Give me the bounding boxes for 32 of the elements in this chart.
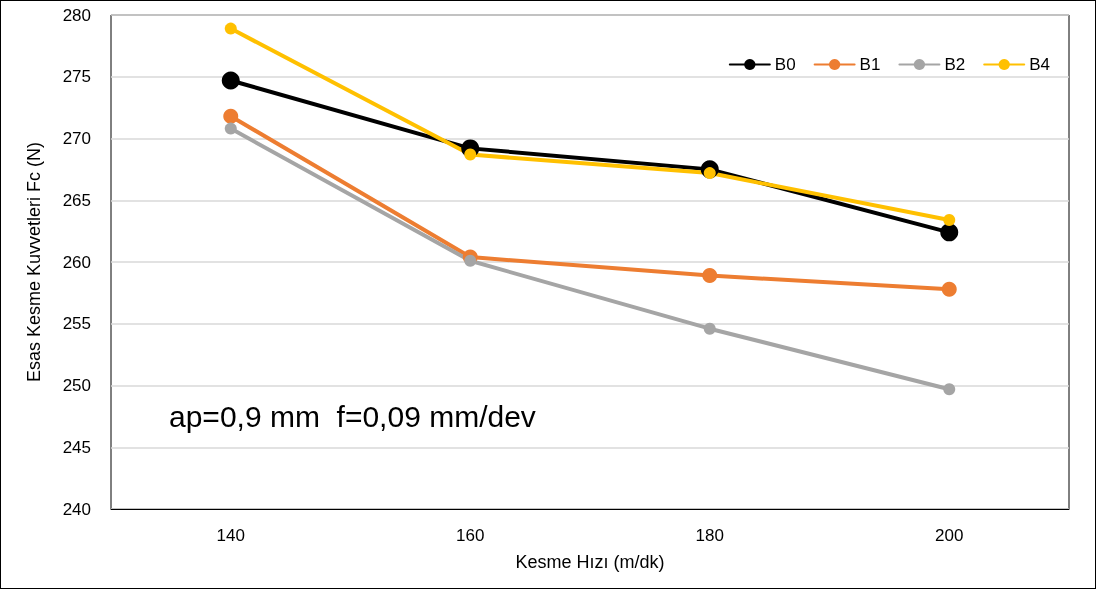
annotation: ap=0,9 mm f=0,09 mm/dev — [169, 399, 536, 433]
x-tick-label: 140 — [216, 526, 245, 545]
y-tick-label: 255 — [62, 314, 91, 334]
x-tick-label: 200 — [935, 526, 964, 545]
y-tick-label: 250 — [62, 376, 91, 395]
legend-label: B1 — [859, 55, 881, 74]
legend-label: B4 — [1029, 55, 1050, 74]
y-tick-label: 260 — [62, 252, 91, 272]
point — [941, 281, 957, 297]
y-tick-label: 270 — [62, 129, 91, 148]
y-axis-title: Esas Kesme Kuvvetleri Fc (N) — [24, 141, 44, 383]
y-tick-label: 240 — [62, 499, 91, 519]
x-tick-label: 160 — [456, 526, 485, 545]
point — [702, 268, 718, 284]
y-tick-label: 280 — [62, 5, 91, 25]
point — [940, 223, 959, 242]
point — [221, 71, 240, 90]
y-tick-label: 275 — [62, 67, 91, 87]
point — [943, 214, 956, 227]
point — [224, 122, 237, 135]
point — [703, 322, 716, 335]
y-tick-label: 265 — [62, 190, 91, 210]
x-tick-label: 180 — [695, 526, 724, 545]
point — [224, 22, 237, 35]
point — [464, 148, 477, 161]
legend-label: B2 — [944, 55, 966, 74]
x-axis-title: Kesme Hızı (m/dk) — [515, 552, 665, 572]
point — [464, 254, 477, 267]
point — [223, 108, 239, 124]
point — [943, 383, 956, 396]
legend-label: B0 — [774, 55, 796, 74]
y-tick-label: 245 — [62, 437, 91, 457]
